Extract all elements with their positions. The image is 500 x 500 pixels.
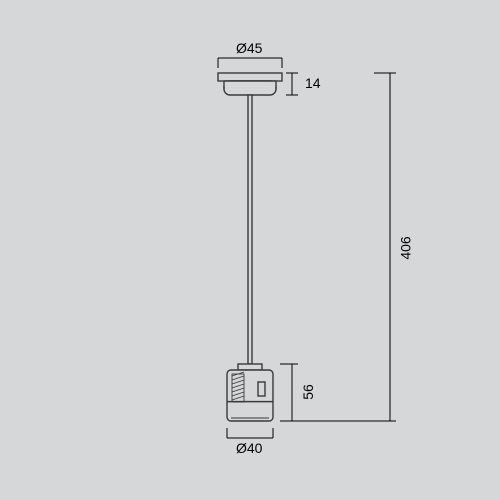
technical-drawing: Ø45 14 406 56 Ø40 <box>0 0 500 500</box>
drawing-svg <box>0 0 500 500</box>
fixture-diameter-label: Ø40 <box>236 440 262 456</box>
fixture-height-label: 56 <box>300 384 316 400</box>
mount-diameter-label: Ø45 <box>236 40 262 56</box>
mount-height-label: 14 <box>305 75 321 91</box>
overall-height-label: 406 <box>398 236 414 259</box>
